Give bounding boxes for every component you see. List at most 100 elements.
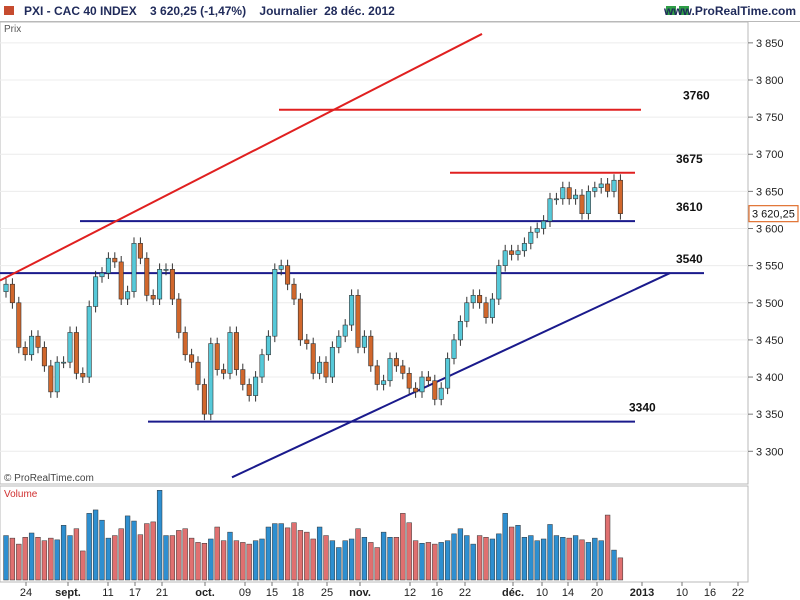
time-tick-label: 22 xyxy=(459,587,471,599)
time-tick-label: 12 xyxy=(404,587,416,599)
candle-down xyxy=(368,335,374,367)
volume-bar xyxy=(611,549,617,581)
volume-bar xyxy=(348,538,355,581)
candle-up xyxy=(105,257,111,274)
candle-up xyxy=(445,358,451,389)
volume-bar xyxy=(361,537,368,581)
volume-bar xyxy=(195,542,201,581)
time-tick-label: 10 xyxy=(536,587,548,599)
volume-bar xyxy=(265,526,272,581)
time-tick-label: 2013 xyxy=(630,587,654,599)
window-maximize-icon[interactable] xyxy=(679,6,689,15)
candle-up xyxy=(592,187,598,192)
volume-bar xyxy=(227,531,233,581)
candle-up xyxy=(265,335,271,356)
volume-bar xyxy=(99,519,105,581)
volume-bar xyxy=(387,537,393,581)
candle-up xyxy=(253,376,259,396)
candle-up xyxy=(381,380,387,385)
site-link[interactable]: www.ProRealTime.com xyxy=(663,4,796,18)
price-tick-label: 3 600 xyxy=(756,224,784,236)
volume-bar xyxy=(457,528,464,581)
volume-bar xyxy=(521,537,528,581)
candle-up xyxy=(3,283,9,292)
volume-bar xyxy=(406,522,412,581)
time-tick-label: 22 xyxy=(732,587,744,599)
candle-down xyxy=(48,365,54,393)
candle-up xyxy=(125,291,131,300)
volume-bar xyxy=(380,531,387,581)
volume-bar xyxy=(540,538,547,581)
candle-up xyxy=(54,361,60,393)
volume-bar xyxy=(316,526,323,581)
volume-bar xyxy=(48,537,54,581)
candle-down xyxy=(310,343,316,374)
volume-bar xyxy=(572,535,579,581)
volume-bar xyxy=(92,509,99,581)
candle-down xyxy=(182,332,188,356)
candle-up xyxy=(317,361,323,374)
level-label-3340: 3340 xyxy=(629,401,656,415)
candle-up xyxy=(515,250,521,255)
candle-down xyxy=(323,361,329,378)
volume-bar xyxy=(201,543,208,581)
volume-bar xyxy=(67,535,73,581)
candle-down xyxy=(195,361,201,385)
price-tick-label: 3 700 xyxy=(756,149,784,161)
candle-down xyxy=(137,243,143,259)
volume-bar xyxy=(80,550,86,581)
volume-bar xyxy=(86,513,92,581)
volume-bar xyxy=(400,513,406,581)
volume-bar xyxy=(444,540,451,581)
candle-down xyxy=(393,358,399,367)
volume-bar xyxy=(547,524,553,581)
volume-bar xyxy=(464,535,470,581)
candle-down xyxy=(176,298,182,333)
candle-down xyxy=(233,332,239,370)
candle-up xyxy=(585,191,591,214)
time-tick-label: 18 xyxy=(292,587,304,599)
candle-down xyxy=(477,295,483,304)
price-tick-label: 3 300 xyxy=(756,446,784,458)
volume-bar xyxy=(278,523,284,581)
candle-up xyxy=(259,354,265,378)
volume-bar xyxy=(137,534,144,581)
window-menu-icon[interactable] xyxy=(4,6,14,15)
volume-bar xyxy=(419,543,425,581)
volume-bar xyxy=(144,523,150,581)
volume-bar xyxy=(297,530,304,581)
volume-bar xyxy=(329,540,336,581)
time-tick-label: 09 xyxy=(239,587,251,599)
candle-up xyxy=(502,250,508,266)
candle-down xyxy=(221,369,227,374)
candle-down xyxy=(41,347,47,367)
candle-up xyxy=(534,228,540,233)
candle-up xyxy=(451,339,457,359)
volume-bar xyxy=(617,557,624,581)
time-tick-label: sept. xyxy=(55,587,81,599)
time-tick-label: 10 xyxy=(676,587,688,599)
volume-bar xyxy=(579,539,585,581)
chart-header: PXI - CAC 40 INDEX 3 620,25 (-1,47%) Jou… xyxy=(0,0,800,22)
volume-bar xyxy=(502,513,508,581)
volume-bar xyxy=(451,533,457,581)
volume-bar xyxy=(9,537,16,581)
candle-down xyxy=(406,373,412,389)
candle-down xyxy=(16,302,22,348)
window-minimize-icon[interactable] xyxy=(666,6,676,15)
candle-up xyxy=(470,295,476,304)
candle-down xyxy=(22,347,28,356)
candle-up xyxy=(227,332,233,374)
volume-bar xyxy=(105,537,112,581)
candle-up xyxy=(93,276,99,307)
candle-down xyxy=(579,194,585,214)
volume-bar xyxy=(304,531,310,581)
candle-up xyxy=(547,198,553,222)
candle-down xyxy=(617,179,623,214)
volume-bar xyxy=(28,532,35,581)
volume-bar xyxy=(188,537,195,581)
volume-bar xyxy=(291,522,297,581)
candle-up xyxy=(278,265,284,270)
volume-bar xyxy=(604,514,611,581)
